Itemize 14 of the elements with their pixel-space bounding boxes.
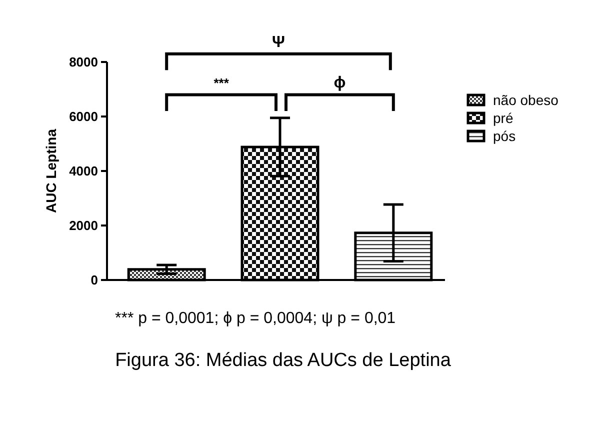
legend-label: não obeso <box>493 92 559 108</box>
text: Ψ <box>272 34 286 51</box>
annotation: ϕ <box>334 74 346 92</box>
y-axis-title: AUC Leptina <box>43 128 59 213</box>
y-tick-label: 0 <box>90 272 98 288</box>
y-tick-label: 6000 <box>69 109 98 124</box>
legend-label: pré <box>493 110 514 126</box>
legend-label: pós <box>493 128 516 144</box>
annotation: *** <box>214 76 230 91</box>
y-tick-label: 8000 <box>69 54 98 70</box>
y-tick-label: 2000 <box>69 218 98 233</box>
text: *** p = 0,0001; ϕ p = 0,0004; ψ p = 0,01 <box>115 310 396 327</box>
text: Figura 36: Médias das AUCs de Leptina <box>115 350 452 371</box>
y-tick-label: 4000 <box>69 164 98 178</box>
